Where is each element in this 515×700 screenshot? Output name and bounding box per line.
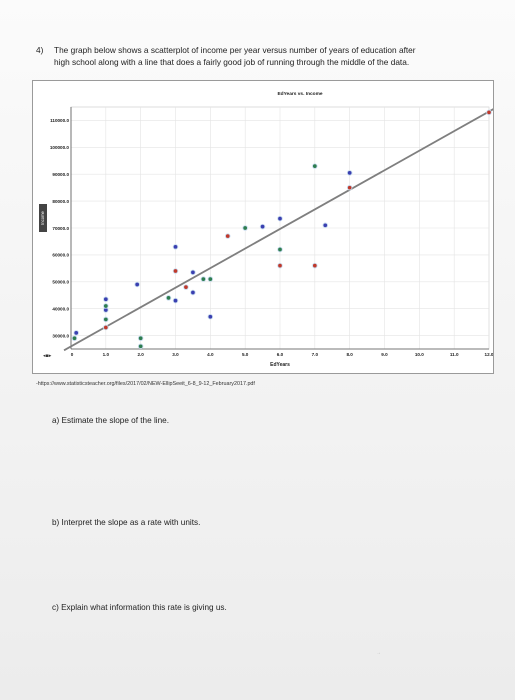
- part-b-prompt: b) Interpret the slope as a rate with un…: [52, 518, 201, 527]
- fit-line: [63, 108, 493, 352]
- chart-title: EdYears vs. Income: [277, 91, 322, 97]
- y-tick-label: 110000.0: [50, 118, 69, 123]
- data-point: [134, 281, 140, 288]
- data-point: [190, 289, 196, 296]
- page-mark: →: [376, 650, 381, 656]
- data-point: [322, 222, 329, 229]
- x-tick-label: 6.0: [277, 352, 284, 357]
- x-tick-label: 7.0: [312, 352, 319, 357]
- data-point: [242, 225, 248, 231]
- y-tick-label: 100000.0: [50, 145, 70, 150]
- data-point: [183, 284, 189, 290]
- y-tick-label: 50000.0: [52, 280, 69, 285]
- data-point: [190, 269, 196, 276]
- y-tick-label: 30000.0: [52, 333, 69, 338]
- y-tick-label: 80000.0: [52, 199, 69, 204]
- source-url: -https://www.statisticsteacher.org/files…: [36, 381, 255, 387]
- data-point: [259, 223, 266, 230]
- x-tick-label: 1.0: [103, 352, 110, 357]
- data-point: [137, 343, 144, 350]
- part-c-prompt: c) Explain what information this rate is…: [52, 603, 227, 612]
- x-tick-label: 12.0: [485, 352, 493, 357]
- y-tick-label: 60000.0: [52, 253, 69, 258]
- data-point: [207, 313, 214, 320]
- question-4: 4) The graph below shows a scatterplot of…: [36, 44, 486, 68]
- data-point: [165, 295, 172, 301]
- data-point: [277, 215, 283, 222]
- y-axis-label-box: [39, 204, 47, 232]
- data-point: [103, 296, 109, 303]
- question-text-line1: The graph below shows a scatterplot of i…: [54, 45, 416, 55]
- data-point: [224, 233, 231, 239]
- x-tick-label: 9.0: [381, 352, 388, 357]
- data-point: [312, 262, 318, 269]
- data-point: [71, 335, 78, 341]
- bottom-left-label: ◂▪▸: [43, 353, 52, 359]
- x-tick-label: 2.0: [137, 352, 144, 357]
- data-point: [103, 303, 109, 309]
- data-point: [172, 297, 179, 304]
- data-point: [172, 244, 179, 250]
- x-tick-label: 8.0: [346, 352, 353, 357]
- scatterplot-chart: 30000.0 40000.0 50000.0 60000.0 70000.0 80000…: [32, 80, 494, 374]
- data-point: [73, 330, 79, 336]
- question-number: 4): [36, 45, 44, 55]
- data-point: [103, 324, 109, 331]
- x-tick-label: 10.0: [415, 352, 424, 357]
- y-tick-label: 90000.0: [52, 172, 69, 177]
- scatterplot-svg: 30000.0 40000.0 50000.0 60000.0 70000.0 80000…: [39, 91, 493, 368]
- data-point: [207, 276, 214, 282]
- data-point: [103, 316, 109, 323]
- data-point: [277, 262, 283, 269]
- data-point: [346, 184, 353, 191]
- question-text-line2: high school along with a line that does …: [54, 57, 410, 67]
- x-tick-label: 5.0: [242, 352, 249, 357]
- data-point: [137, 335, 144, 341]
- x-tick-label: 4.0: [207, 352, 214, 357]
- origin-tick-label: 0: [71, 352, 74, 357]
- part-a-prompt: a) Estimate the slope of the line.: [52, 416, 169, 425]
- x-tick-label: 11.0: [450, 352, 459, 357]
- y-tick-label: 40000.0: [52, 306, 69, 311]
- data-point: [172, 268, 179, 274]
- y-axis-label: Income: [40, 210, 45, 224]
- y-tick-label: 70000.0: [52, 226, 69, 231]
- x-axis-label: EdYears: [270, 362, 290, 368]
- data-point: [312, 163, 318, 169]
- data-point: [486, 109, 492, 116]
- data-point: [200, 276, 207, 282]
- data-point: [277, 246, 283, 253]
- data-point: [346, 170, 353, 176]
- x-tick-label: 3.0: [172, 352, 179, 357]
